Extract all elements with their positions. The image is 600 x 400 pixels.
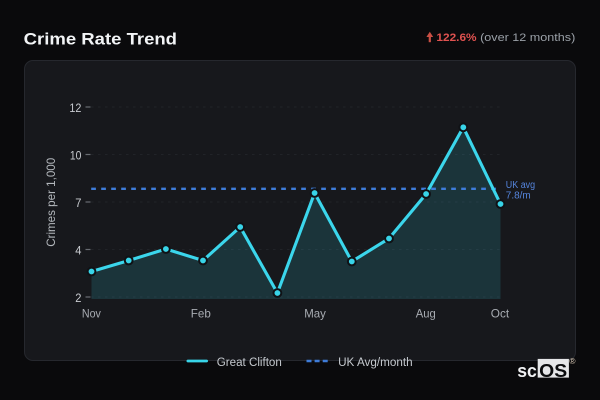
svg-text:UK avg: UK avg [506,180,535,191]
svg-text:12: 12 [69,101,81,115]
svg-text:Oct: Oct [491,306,510,320]
svg-text:OS: OS [539,361,567,381]
svg-text:Crimes per 1,000: Crimes per 1,000 [44,157,58,246]
svg-text:Nov: Nov [82,306,101,320]
svg-text:7: 7 [75,196,81,210]
svg-text:7.8/m: 7.8/m [506,191,531,202]
svg-text:UK Avg/month: UK Avg/month [338,357,413,369]
svg-text:Crime Rate Trend: Crime Rate Trend [24,30,177,48]
svg-text:2: 2 [75,291,81,305]
svg-text:(over 12 months): (over 12 months) [480,32,575,44]
svg-text:sc: sc [517,361,537,381]
svg-text:Great Clifton: Great Clifton [217,357,282,369]
svg-text:Feb: Feb [191,306,211,320]
svg-text:May: May [304,306,326,320]
svg-text:122.6%: 122.6% [436,32,476,44]
svg-text:4: 4 [75,244,81,258]
svg-text:Aug: Aug [416,306,436,320]
svg-text:®: ® [569,356,576,366]
svg-text:10: 10 [70,149,82,163]
